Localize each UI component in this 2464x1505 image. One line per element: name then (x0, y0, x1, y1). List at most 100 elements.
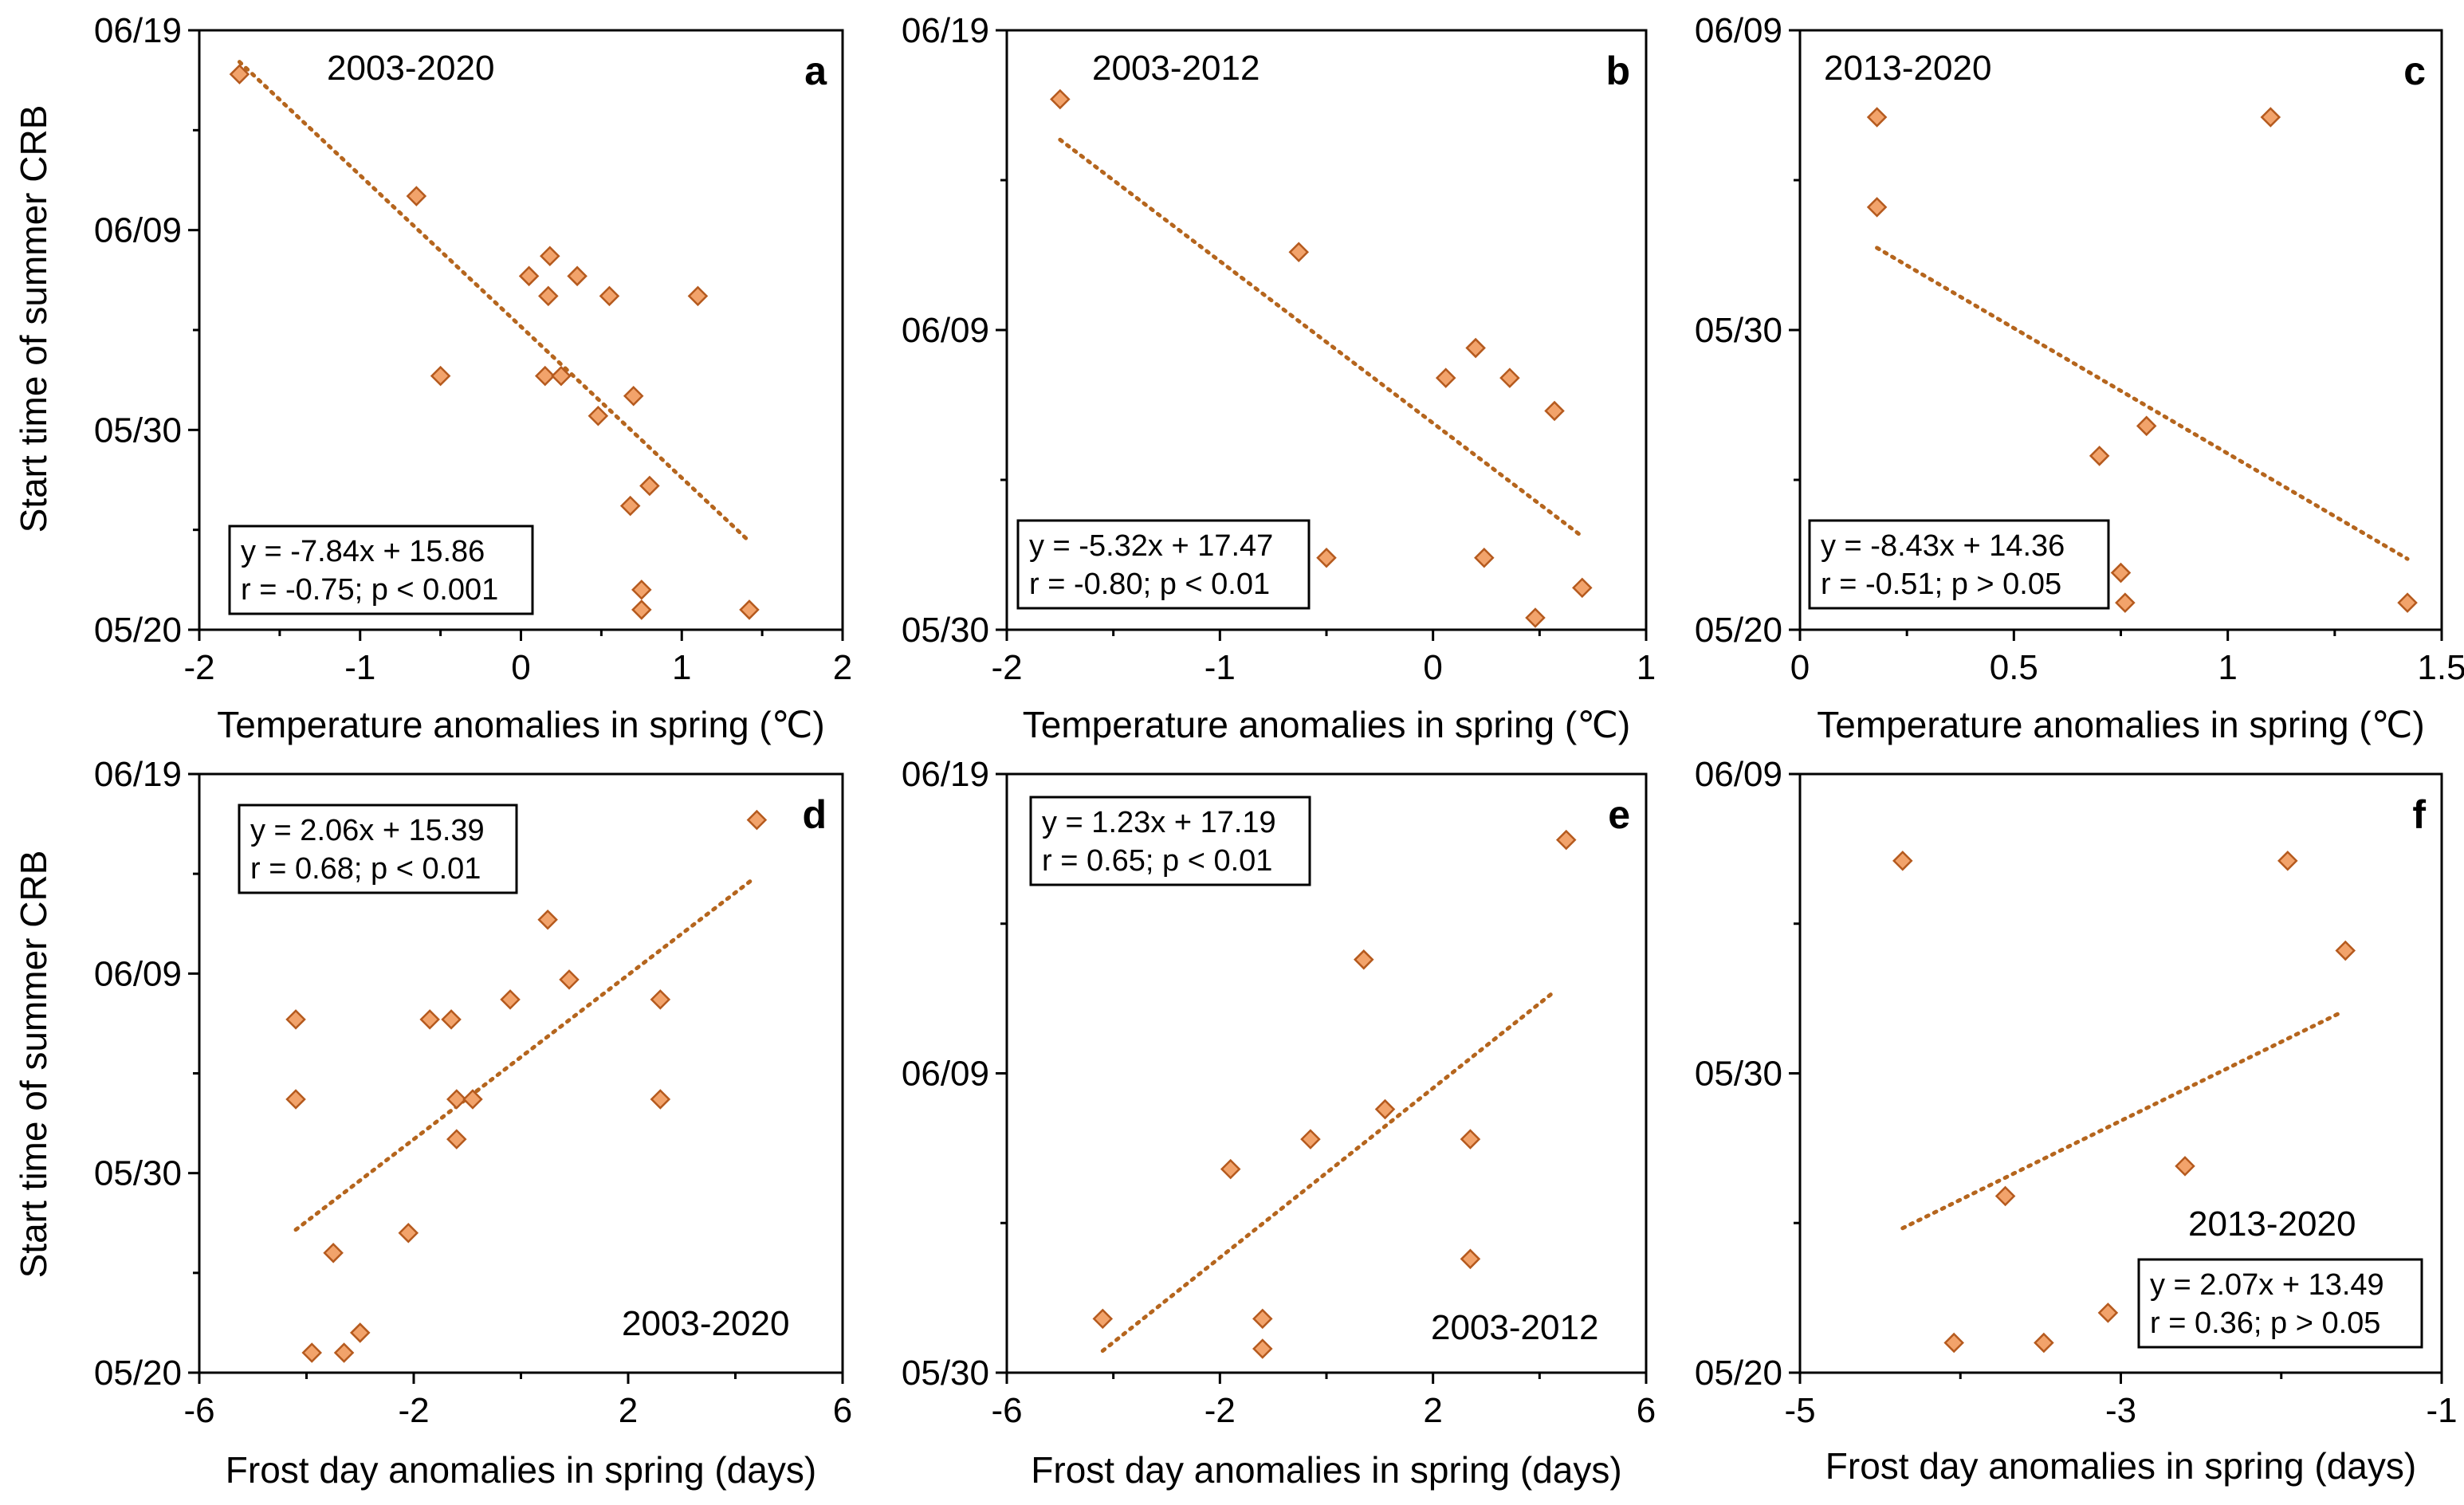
data-point (419, 1009, 440, 1030)
data-point (540, 246, 560, 267)
data-point (1943, 1332, 1964, 1354)
x-tick-label: -1 (1204, 648, 1236, 687)
data-point (2175, 1156, 2195, 1177)
x-axis-title: Frost day anomalies in spring (days) (1031, 1449, 1621, 1491)
regression-stats: r = 0.36; p > 0.05 (2150, 1307, 2380, 1340)
trend-line (1100, 988, 1558, 1354)
y-tick-label: 06/19 (94, 755, 182, 794)
panel-letter: e (1608, 792, 1630, 837)
trend-line (1900, 1011, 2341, 1231)
data-point (1474, 547, 1495, 568)
panel-b: -2 -1 0 1 05/30 06/09 06/19 Temperature anomali… (902, 11, 1656, 745)
x-tick-label: 1.5 (2417, 648, 2464, 687)
x-tick-label: -2 (1204, 1391, 1236, 1430)
period-label: 2003-2020 (622, 1304, 789, 1343)
x-tick-label: -1 (2426, 1391, 2457, 1430)
data-point (2110, 562, 2132, 584)
x-tick-label: 0 (1790, 648, 1810, 687)
period-label: 2003-2012 (1092, 49, 1260, 88)
x-tick-label: 0.5 (1990, 648, 2038, 687)
panel-letter: c (2403, 49, 2426, 93)
data-point (739, 599, 760, 620)
data-point (534, 365, 556, 387)
data-point (2115, 592, 2136, 613)
panel-e: -6 -2 2 6 05/30 06/09 06/19 Frost day anomalies… (902, 755, 1656, 1491)
data-point (599, 285, 620, 307)
data-point (1866, 107, 1888, 128)
y-tick-label: 06/09 (94, 211, 182, 250)
x-tick-label: 6 (1637, 1391, 1656, 1430)
data-point (500, 989, 521, 1010)
regression-equation: y = 1.23x + 17.19 (1042, 806, 1276, 839)
x-tick-label: -2 (991, 648, 1022, 687)
y-tick-label: 05/20 (1695, 611, 1782, 650)
x-axis-title: Temperature anomalies in spring (℃) (217, 704, 824, 745)
y-tick-label: 06/09 (94, 954, 182, 993)
x-tick-label: -6 (183, 1391, 214, 1430)
data-point (462, 1089, 483, 1110)
data-point (430, 365, 451, 387)
data-point (1092, 1308, 1114, 1330)
x-tick-label: 2 (833, 648, 852, 687)
x-axis-title: Frost day anomalies in spring (days) (1825, 1445, 2416, 1487)
data-point (631, 580, 652, 600)
data-point (285, 1009, 306, 1030)
y-tick-label: 06/19 (902, 11, 989, 50)
data-point (537, 909, 558, 930)
panel-letter: b (1605, 49, 1630, 93)
data-point (1316, 547, 1337, 568)
data-point (349, 1322, 371, 1343)
y-tick-label: 05/30 (1695, 1055, 1782, 1094)
data-point (687, 285, 709, 307)
y-tick-label: 06/09 (902, 1055, 989, 1094)
x-tick-label: 1 (1637, 648, 1656, 687)
y-tick-label: 05/20 (1695, 1354, 1782, 1393)
data-point (1572, 577, 1593, 599)
y-tick-label: 05/30 (902, 611, 989, 650)
data-point (2136, 415, 2157, 437)
data-point (650, 1089, 671, 1110)
regression-stats: r = 0.65; p < 0.01 (1042, 844, 1272, 878)
equation-box (1029, 796, 1311, 886)
data-point (1555, 829, 1577, 851)
y-tick-label: 06/19 (94, 11, 182, 50)
data-point (2277, 851, 2298, 871)
trend-line (237, 60, 749, 540)
data-point (746, 809, 768, 831)
data-point (301, 1342, 322, 1363)
data-point (631, 599, 652, 620)
regression-equation: y = -5.32x + 17.47 (1029, 529, 1273, 563)
y-tick-label: 05/30 (94, 1154, 182, 1193)
data-point (446, 1129, 467, 1149)
x-tick-label: -5 (1784, 1391, 1815, 1430)
x-tick-label: 2 (1423, 1391, 1442, 1430)
data-point (229, 64, 250, 84)
data-point (619, 495, 641, 517)
trend-line (1875, 246, 2410, 561)
y-tick-label: 06/09 (902, 311, 989, 350)
data-point (1544, 400, 1565, 422)
x-tick-label: -1 (344, 648, 375, 687)
regression-equation: y = -7.84x + 15.86 (241, 535, 485, 568)
x-tick-label: 0 (1423, 648, 1442, 687)
data-point (559, 969, 580, 990)
x-tick-label: -2 (183, 648, 214, 687)
data-point (1435, 367, 1456, 388)
equation-box (1016, 519, 1311, 610)
panel-letter: d (802, 792, 827, 837)
x-tick-label: -6 (991, 1391, 1022, 1430)
regression-equation: y = 2.06x + 15.39 (250, 814, 485, 847)
data-point (323, 1243, 344, 1263)
regression-stats: r = -0.75; p < 0.001 (241, 573, 498, 607)
panel-c: 0 0.5 1 1.5 05/20 05/30 06/09 Temperature anoma… (1695, 11, 2464, 745)
data-point (1252, 1338, 1273, 1359)
data-point (639, 475, 660, 497)
data-point (1252, 1308, 1273, 1330)
y-tick-label: 05/30 (1695, 311, 1782, 350)
data-point (1866, 197, 1888, 218)
y-axis-title-bottom: Start time of summer CRB (13, 851, 54, 1279)
data-point (333, 1342, 355, 1363)
data-point (623, 385, 644, 407)
y-tick-label: 06/19 (902, 755, 989, 794)
